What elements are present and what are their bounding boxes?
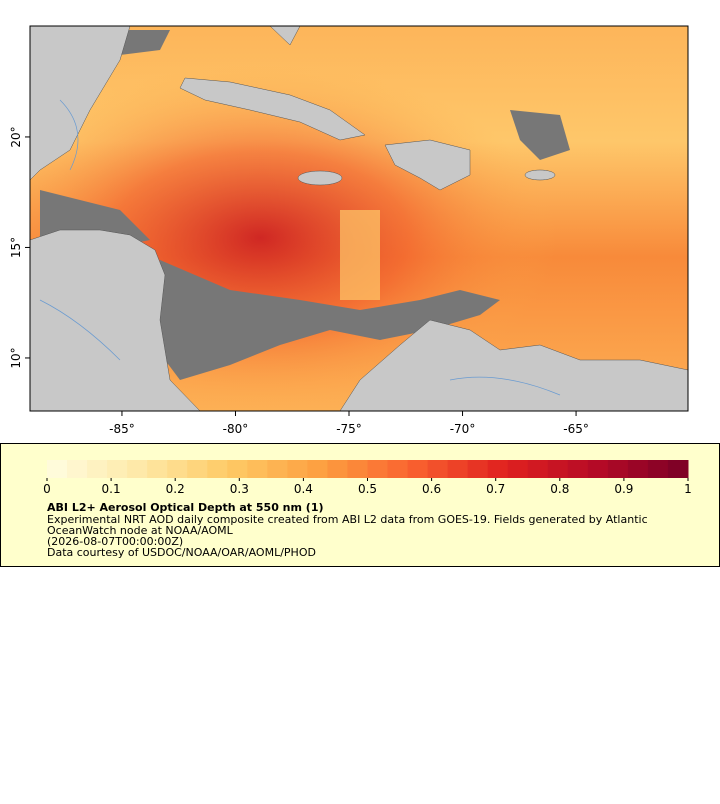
colorbar-step [587, 460, 609, 478]
colorbar-step [227, 460, 248, 478]
colorbar-step [267, 460, 288, 478]
colorbar-step [87, 460, 108, 478]
legend-line: (2026-08-07T00:00:00Z) [47, 535, 183, 548]
x-tick-label: -80° [223, 422, 249, 436]
colorbar-step [167, 460, 188, 478]
colorbar-step [347, 460, 368, 478]
colorbar-tick-label: 0.6 [422, 482, 441, 496]
aod-field [340, 210, 380, 300]
colorbar-step [647, 460, 669, 478]
colorbar-step [107, 460, 128, 478]
colorbar-tick-label: 1 [684, 482, 692, 496]
x-tick-label: -70° [450, 422, 476, 436]
colorbar-step [667, 460, 689, 478]
legend-line: OceanWatch node at NOAA/AOML [47, 524, 234, 537]
colorbar-step [487, 460, 509, 478]
colorbar-step [627, 460, 649, 478]
colorbar-tick-label: 0.9 [614, 482, 633, 496]
colorbar-step [447, 460, 469, 478]
colorbar-step [287, 460, 308, 478]
colorbar-step [187, 460, 208, 478]
colorbar-step [387, 460, 409, 478]
colorbar-tick-label: 0.4 [294, 482, 313, 496]
colorbar-tick-label: 0.7 [486, 482, 505, 496]
colorbar-step [367, 460, 389, 478]
colorbar-step [247, 460, 268, 478]
colorbar-step [207, 460, 228, 478]
colorbar-step [327, 460, 348, 478]
colorbar-step [507, 460, 529, 478]
colorbar-step [467, 460, 489, 478]
map-area [30, 26, 688, 411]
colorbar-tick-label: 0.2 [166, 482, 185, 496]
colorbar-step [607, 460, 629, 478]
x-tick-label: -75° [336, 422, 362, 436]
colorbar-step [127, 460, 148, 478]
legend-line: Experimental NRT AOD daily composite cre… [47, 513, 648, 526]
colorbar-step [527, 460, 549, 478]
map-frame [29, 25, 689, 412]
colorbar-step [67, 460, 88, 478]
colorbar-step [147, 460, 168, 478]
y-tick-label: 15° [9, 237, 23, 258]
colorbar-step [427, 460, 449, 478]
colorbar-tick-label: 0 [43, 482, 51, 496]
rivers [39, 99, 561, 396]
colorbar-tick-label: 0.3 [230, 482, 249, 496]
colorbar-tick-label: 0.5 [358, 482, 377, 496]
colorbar-tick-label: 0.1 [102, 482, 121, 496]
colorbar-step [47, 460, 68, 478]
legend-line: Data courtesy of USDOC/NOAA/OAR/AOML/PHO… [47, 546, 316, 559]
legend-title: ABI L2+ Aerosol Optical Depth at 550 nm … [47, 501, 324, 514]
colorbar-step [307, 460, 328, 478]
colorbar-tick-label: 0.8 [550, 482, 569, 496]
y-tick-label: 20° [9, 126, 23, 147]
y-tick-label: 10° [9, 347, 23, 368]
colorbar-step [407, 460, 429, 478]
x-tick-label: -85° [109, 422, 135, 436]
x-tick-label: -65° [563, 422, 589, 436]
land [30, 26, 688, 411]
colorbar-step [547, 460, 569, 478]
colorbar-step [567, 460, 589, 478]
